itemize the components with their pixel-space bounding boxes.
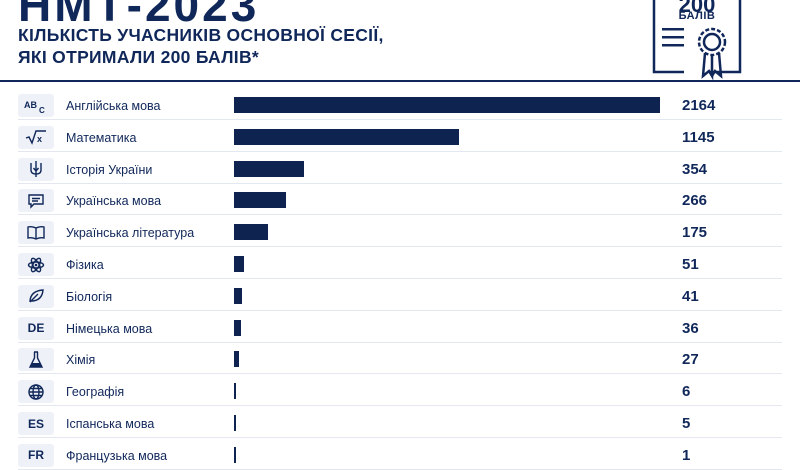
category-label: Історія України xyxy=(66,162,153,177)
value-label: 6 xyxy=(682,383,691,401)
chart-row: Українська література 175 xyxy=(0,219,800,248)
row-divider xyxy=(18,341,782,343)
svg-text:x: x xyxy=(37,134,42,144)
bar xyxy=(234,224,269,241)
flask-icon xyxy=(18,348,54,372)
chart-row: DE Німецька мова 36 xyxy=(0,315,800,343)
row-divider xyxy=(18,309,782,311)
row-divider xyxy=(18,437,782,438)
value-label: 36 xyxy=(682,319,699,337)
chart-row: Хімія 27 xyxy=(0,346,800,375)
de-text-icon: DE xyxy=(18,316,54,340)
atom-icon xyxy=(18,253,54,276)
bar xyxy=(234,256,245,272)
leaf-icon xyxy=(18,284,54,308)
chart-row: Історія України 354 xyxy=(0,156,800,184)
chart-row: Географія 6 xyxy=(0,378,800,407)
bar xyxy=(234,383,236,400)
value-label: 354 xyxy=(682,160,708,178)
row-divider xyxy=(18,119,782,120)
header-divider xyxy=(0,80,800,82)
chart-row: Фізика 51 xyxy=(0,251,800,279)
row-divider xyxy=(18,373,782,375)
trident-icon xyxy=(18,157,54,181)
category-label: Географія xyxy=(66,385,125,400)
row-divider xyxy=(18,150,782,152)
chart-row: FR Французька мова 1 xyxy=(0,442,800,470)
category-label: Французька мова xyxy=(66,448,168,463)
category-label: Англійська мова xyxy=(66,99,161,113)
category-label: Фізика xyxy=(66,258,104,272)
badge-label: БАЛІВ xyxy=(678,10,716,22)
abc-icon: AB C xyxy=(18,94,54,117)
category-label: Біологія xyxy=(66,289,113,304)
certificate-badge: 200 БАЛІВ xyxy=(648,0,746,84)
bar xyxy=(234,351,240,368)
row-divider xyxy=(18,214,782,216)
bar xyxy=(234,97,660,113)
bar xyxy=(234,319,242,336)
value-label: 5 xyxy=(682,415,691,432)
chart-row: Біологія 41 xyxy=(0,283,800,311)
chart-row: AB C Англійська мова 2164 xyxy=(0,92,800,120)
speech-bubble-icon xyxy=(18,189,54,213)
svg-text:AB: AB xyxy=(24,100,37,110)
category-label: Математика xyxy=(66,130,137,145)
value-label: 41 xyxy=(682,287,699,305)
bar xyxy=(234,287,243,304)
bar xyxy=(234,415,236,431)
bar xyxy=(234,446,236,463)
subtitle-line-2: ЯКІ ОТРИМАЛИ 200 БАЛІВ* xyxy=(18,47,259,67)
chart-subtitle: КІЛЬКІСТЬ УЧАСНИКІВ ОСНОВНОЇ СЕСІЇ, ЯКІ … xyxy=(18,24,384,68)
value-label: 175 xyxy=(682,224,708,242)
value-label: 27 xyxy=(682,351,699,369)
bar xyxy=(234,160,304,177)
category-label: Українська література xyxy=(66,226,195,241)
fr-text-icon: FR xyxy=(18,443,54,467)
category-label: Українська мова xyxy=(66,194,162,209)
svg-text:C: C xyxy=(39,106,45,114)
value-label: 51 xyxy=(682,256,699,273)
sqrt-icon: x xyxy=(18,125,54,149)
page-title: НМТ-2023 xyxy=(18,0,260,31)
badge-value: 200 xyxy=(678,0,716,17)
value-label: 266 xyxy=(682,192,708,210)
value-label: 2164 xyxy=(682,97,716,114)
category-label: Німецька мова xyxy=(66,321,153,336)
row-divider xyxy=(18,405,782,407)
category-label: Іспанська мова xyxy=(66,417,155,431)
book-icon xyxy=(18,221,54,245)
bar xyxy=(234,128,460,145)
chart-row: Українська мова 266 xyxy=(0,187,800,216)
value-label: 1145 xyxy=(682,128,715,146)
row-divider xyxy=(18,246,782,248)
category-label: Хімія xyxy=(66,353,96,368)
row-divider xyxy=(18,278,782,279)
globe-icon xyxy=(18,380,54,404)
subtitle-line-1: КІЛЬКІСТЬ УЧАСНИКІВ ОСНОВНОЇ СЕСІЇ, xyxy=(18,25,384,45)
row-divider xyxy=(18,182,782,184)
bar xyxy=(234,192,287,209)
value-label: 1 xyxy=(682,446,691,464)
certificate-icon xyxy=(652,0,742,81)
chart-row: x Математика 1145 xyxy=(0,124,800,152)
es-text-icon: ES xyxy=(18,412,54,435)
chart-row: ES Іспанська мова 5 xyxy=(0,410,800,438)
